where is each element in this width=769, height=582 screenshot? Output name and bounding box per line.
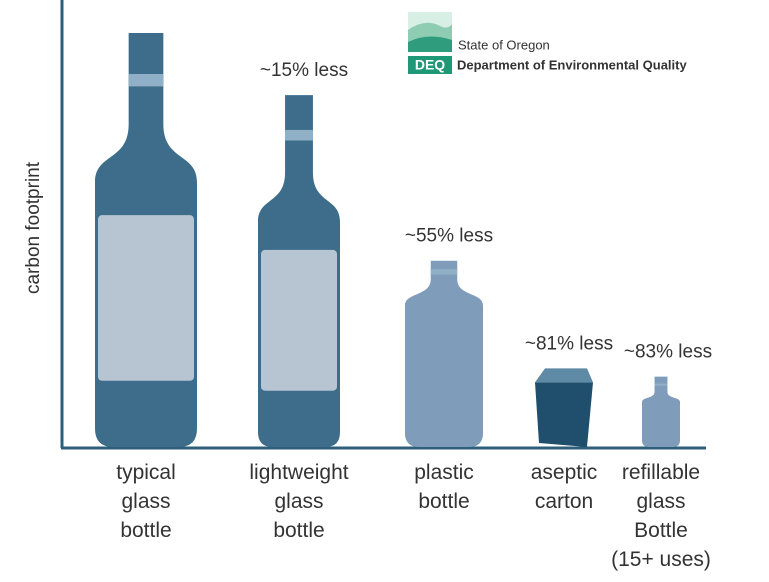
- pictogram: [258, 95, 340, 447]
- carton-side: [535, 382, 593, 447]
- x-tick-label: refillable glass Bottle (15+ uses): [611, 461, 711, 571]
- bottle-cap: [654, 383, 668, 386]
- value-label: ~83% less: [624, 342, 712, 363]
- pictogram: [95, 33, 197, 447]
- bottle-label: [98, 215, 194, 381]
- bottle-body: [405, 260, 483, 447]
- logo-badge-bg: [408, 56, 452, 74]
- value-label: ~55% less: [405, 226, 493, 247]
- bottle-body: [642, 376, 680, 447]
- y-axis-label: carbon footprint: [23, 161, 44, 294]
- bottle-cap: [285, 129, 313, 141]
- x-tick-label: lightweight glass bottle: [249, 461, 349, 542]
- bottle-cap: [430, 269, 458, 275]
- x-tick-label: typical glass bottle: [116, 461, 176, 542]
- x-tick-label: plastic bottle: [414, 461, 474, 513]
- x-tick-label: aseptic carton: [530, 461, 598, 513]
- pictogram: [642, 376, 680, 447]
- logo-line1: State of Oregon: [458, 37, 550, 52]
- bottle-label: [261, 249, 337, 391]
- logo-line2: Department of Environmental Quality: [457, 57, 687, 72]
- pictogram: [535, 368, 593, 447]
- pictogram: [405, 260, 483, 447]
- logo-badge: DEQ: [415, 57, 445, 73]
- carton-top: [535, 368, 593, 383]
- bottle-cap: [128, 73, 164, 87]
- value-label: ~81% less: [525, 333, 613, 354]
- value-label: ~15% less: [260, 60, 348, 81]
- logo-icon: [408, 12, 452, 52]
